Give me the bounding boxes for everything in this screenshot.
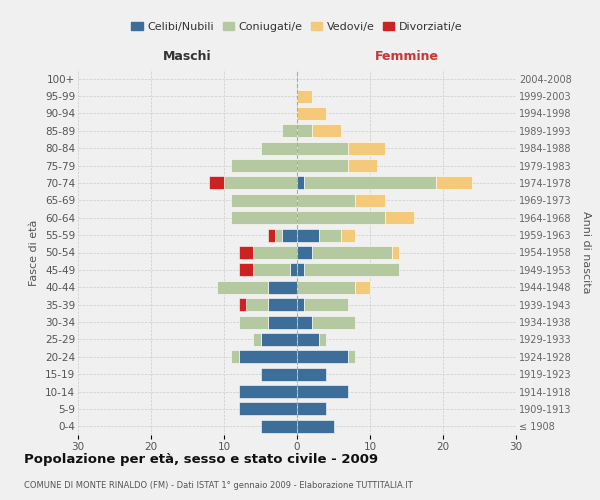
Bar: [253, 264, 290, 276]
Bar: [232, 194, 297, 207]
Bar: [297, 246, 311, 259]
Text: Femmine: Femmine: [374, 50, 439, 62]
Bar: [217, 280, 268, 294]
Bar: [283, 124, 297, 138]
Bar: [268, 316, 297, 328]
Text: Maschi: Maschi: [163, 50, 212, 62]
Y-axis label: Fasce di età: Fasce di età: [29, 220, 40, 286]
Bar: [297, 280, 355, 294]
Bar: [297, 107, 326, 120]
Bar: [297, 194, 355, 207]
Bar: [232, 350, 239, 364]
Bar: [348, 350, 355, 364]
Bar: [239, 350, 297, 364]
Y-axis label: Anni di nascita: Anni di nascita: [581, 211, 591, 294]
Bar: [260, 420, 297, 433]
Bar: [239, 385, 297, 398]
Bar: [304, 176, 436, 190]
Bar: [239, 298, 246, 311]
Bar: [260, 142, 297, 154]
Bar: [260, 333, 297, 346]
Bar: [297, 368, 326, 380]
Bar: [297, 402, 326, 415]
Bar: [283, 228, 297, 241]
Bar: [297, 90, 311, 102]
Bar: [297, 350, 348, 364]
Bar: [355, 194, 385, 207]
Bar: [297, 228, 319, 241]
Bar: [253, 246, 297, 259]
Bar: [246, 298, 268, 311]
Bar: [224, 176, 297, 190]
Bar: [239, 402, 297, 415]
Bar: [319, 333, 326, 346]
Bar: [385, 211, 414, 224]
Bar: [239, 246, 253, 259]
Bar: [311, 246, 392, 259]
Bar: [297, 124, 311, 138]
Bar: [232, 159, 297, 172]
Bar: [275, 228, 283, 241]
Bar: [348, 142, 385, 154]
Bar: [232, 211, 297, 224]
Bar: [209, 176, 224, 190]
Bar: [341, 228, 355, 241]
Legend: Celibi/Nubili, Coniugati/e, Vedovi/e, Divorziati/e: Celibi/Nubili, Coniugati/e, Vedovi/e, Di…: [127, 17, 467, 36]
Bar: [355, 280, 370, 294]
Bar: [290, 264, 297, 276]
Text: COMUNE DI MONTE RINALDO (FM) - Dati ISTAT 1° gennaio 2009 - Elaborazione TUTTITA: COMUNE DI MONTE RINALDO (FM) - Dati ISTA…: [24, 480, 413, 490]
Bar: [311, 124, 341, 138]
Bar: [297, 298, 304, 311]
Bar: [304, 264, 399, 276]
Bar: [268, 280, 297, 294]
Bar: [348, 159, 377, 172]
Bar: [319, 228, 341, 241]
Bar: [297, 142, 348, 154]
Bar: [311, 316, 355, 328]
Bar: [268, 298, 297, 311]
Bar: [392, 246, 399, 259]
Bar: [297, 420, 334, 433]
Bar: [297, 176, 304, 190]
Bar: [436, 176, 472, 190]
Bar: [239, 264, 253, 276]
Bar: [260, 368, 297, 380]
Bar: [297, 264, 304, 276]
Bar: [239, 316, 268, 328]
Bar: [304, 298, 348, 311]
Bar: [297, 316, 311, 328]
Bar: [297, 333, 319, 346]
Bar: [297, 159, 348, 172]
Text: Popolazione per età, sesso e stato civile - 2009: Popolazione per età, sesso e stato civil…: [24, 452, 378, 466]
Bar: [253, 333, 260, 346]
Bar: [268, 228, 275, 241]
Bar: [297, 385, 348, 398]
Bar: [297, 211, 385, 224]
